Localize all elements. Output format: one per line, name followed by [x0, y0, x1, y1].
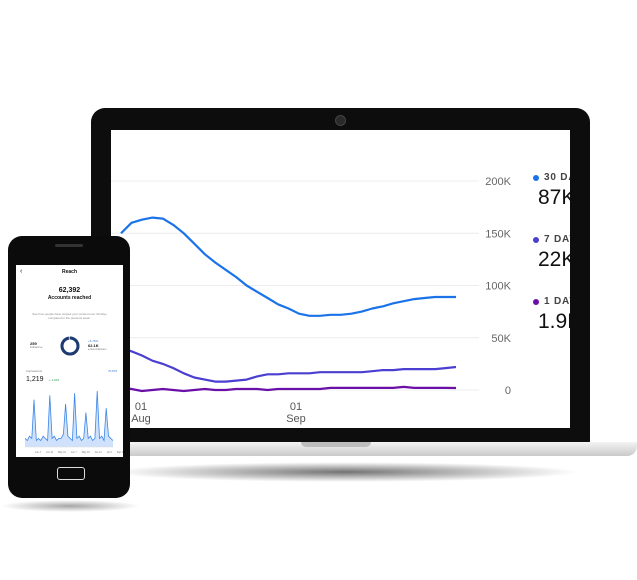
non-followers-label: ● Non-Followers [88, 348, 107, 351]
phone-screen: ‹ Reach 62,392 Accounts reached See how … [16, 265, 123, 457]
x-tick-label: Sep [286, 413, 306, 425]
laptop-base [36, 442, 637, 456]
reach-description: See how people have viewed your content … [32, 312, 107, 320]
x-tick-label: 01 [135, 401, 147, 413]
sparkline-date-label: Jun 7 [70, 451, 77, 454]
series-line-1-day [120, 385, 457, 393]
legend-label-text: 1 DAY [544, 296, 570, 307]
legend-label: 30 DAYS [533, 172, 570, 183]
laptop-shadow [110, 462, 580, 482]
phone-title: Reach [61, 269, 77, 275]
y-tick-label: 100K [485, 281, 511, 293]
home-button[interactable] [57, 467, 85, 480]
accounts-reached-value: 62,392 [58, 287, 81, 294]
sparkline-date-label: May 19 [81, 451, 90, 454]
legend-dot-icon [533, 174, 539, 181]
phone-speaker [55, 244, 83, 247]
legend-item[interactable]: 7 DAYS 22K [533, 234, 570, 272]
sparkline-date-axis: Jun 3 Jun 10 May 12 Jun 7 May 19 Jun 14 Jul 3 S… [35, 451, 123, 454]
back-arrow-icon[interactable]: ‹ [20, 268, 23, 275]
legend-value: 1.9K [538, 310, 570, 333]
accounts-reached-label: Accounts reached [47, 295, 92, 301]
legend-dot-icon [533, 236, 539, 243]
sparkline-date-label: Jun 3 [35, 451, 41, 454]
non-followers-percent: +5.76% [88, 339, 99, 343]
series-line-30-days [120, 216, 456, 317]
sparkline-date-label: Jun 10 [45, 451, 54, 454]
followers-donut-chart [60, 336, 80, 356]
legend-item[interactable]: 30 DAYS 87K [533, 172, 570, 210]
sparkline-date-label: Sep 1 [116, 451, 123, 454]
sparkline-date-label: Jul 3 [106, 451, 112, 454]
y-tick-label: 200K [485, 176, 511, 188]
phone: ‹ Reach 62,392 Accounts reached See how … [8, 236, 130, 498]
y-tick-label: 0 [505, 385, 511, 397]
non-followers-value: 62.1K [88, 343, 99, 348]
phone-shadow [0, 500, 140, 512]
impressions-delta: + 2,943 [49, 378, 60, 382]
impressions-sparkline [25, 390, 114, 448]
sparkline-line [25, 390, 114, 442]
legend-label-text: 7 DAYS [544, 234, 570, 245]
legend-label-text: 30 DAYS [544, 172, 570, 183]
impressions-label: Impressions [26, 369, 43, 373]
legend-value: 87K [538, 186, 570, 209]
phone-header: ‹ Reach [16, 268, 123, 278]
legend-label: 1 DAY [533, 296, 570, 307]
legend-label: 7 DAYS [533, 234, 570, 245]
sparkline-date-label: May 12 [58, 451, 66, 454]
camera-icon [335, 115, 346, 126]
x-tick-label: Aug [131, 413, 151, 425]
laptop-notch [301, 442, 371, 447]
impressions-total: 70,876 [108, 369, 118, 373]
followers-value: 259 [30, 341, 37, 346]
x-tick-label: 01 [290, 401, 302, 413]
donut-arc [60, 336, 80, 356]
series-line-7-days [120, 347, 457, 383]
legend-dot-icon [533, 298, 539, 305]
y-tick-label: 150K [485, 228, 511, 240]
legend-item[interactable]: 1 DAY 1.9K [533, 296, 570, 334]
sparkline-date-label: Jun 14 [94, 451, 102, 454]
followers-label[interactable]: Followers ▸ [30, 346, 43, 349]
impressions-value: 1,219 [26, 376, 44, 383]
legend-value: 22K [538, 248, 570, 271]
y-tick-label: 50K [491, 333, 511, 345]
